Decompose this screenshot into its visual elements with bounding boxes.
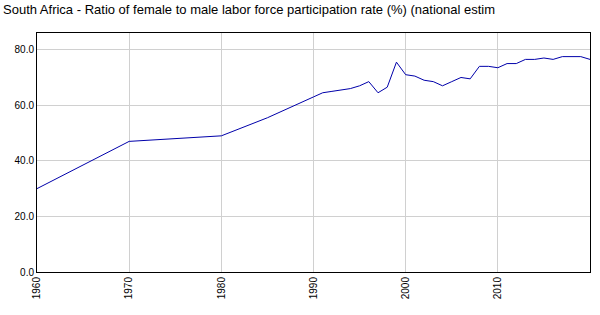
svg-text:20.0: 20.0 xyxy=(15,211,35,222)
svg-text:1970: 1970 xyxy=(123,277,134,300)
svg-text:60.0: 60.0 xyxy=(15,100,35,111)
svg-text:2010: 2010 xyxy=(492,277,503,300)
svg-text:80.0: 80.0 xyxy=(15,44,35,55)
svg-text:1960: 1960 xyxy=(31,277,42,300)
svg-text:South Africa - Ratio of female: South Africa - Ratio of female to male l… xyxy=(3,2,495,17)
svg-text:0.0: 0.0 xyxy=(20,267,34,278)
svg-text:1980: 1980 xyxy=(216,277,227,300)
svg-text:1990: 1990 xyxy=(308,277,319,300)
svg-text:2000: 2000 xyxy=(400,277,411,300)
svg-text:40.0: 40.0 xyxy=(15,155,35,166)
